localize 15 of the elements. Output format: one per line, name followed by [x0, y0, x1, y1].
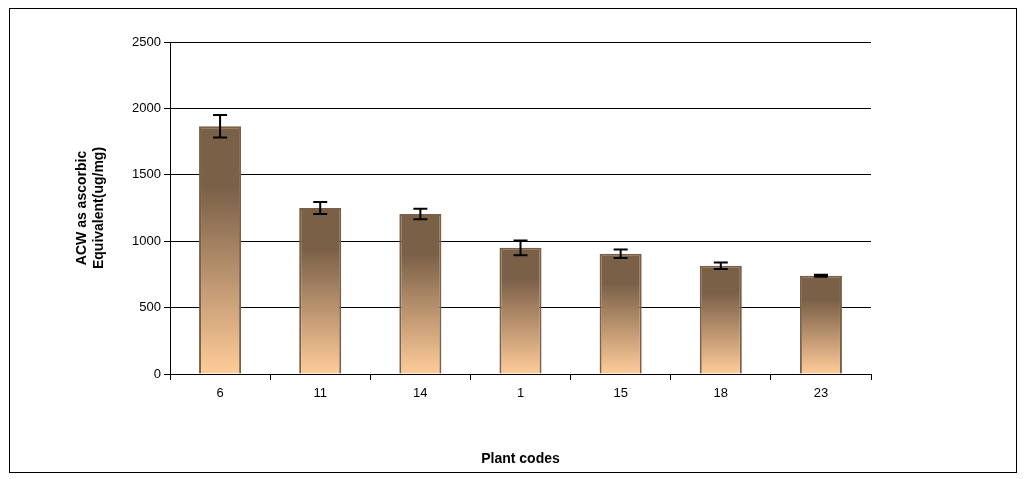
x-tick-label: 11: [313, 385, 327, 401]
y-tick-label: 500: [139, 299, 161, 315]
x-tick-label: 15: [613, 385, 628, 401]
y-axis-title: ACW as ascorbic Equivalent(ug/mg): [73, 146, 107, 270]
x-axis-title: Plant codes: [481, 450, 560, 467]
x-tick-label: 1: [516, 385, 525, 401]
x-tick-label: 14: [413, 385, 428, 401]
y-tick-label: 0: [153, 365, 161, 381]
y-tick-label: 2500: [132, 33, 161, 49]
y-tick-label: 1500: [132, 166, 161, 182]
y-tick-label: 1000: [132, 232, 161, 248]
x-tick-label: 18: [713, 385, 729, 401]
x-tick-label: 6: [216, 385, 224, 401]
y-tick-label: 2000: [132, 99, 161, 115]
x-tick-label: 23: [813, 385, 829, 401]
